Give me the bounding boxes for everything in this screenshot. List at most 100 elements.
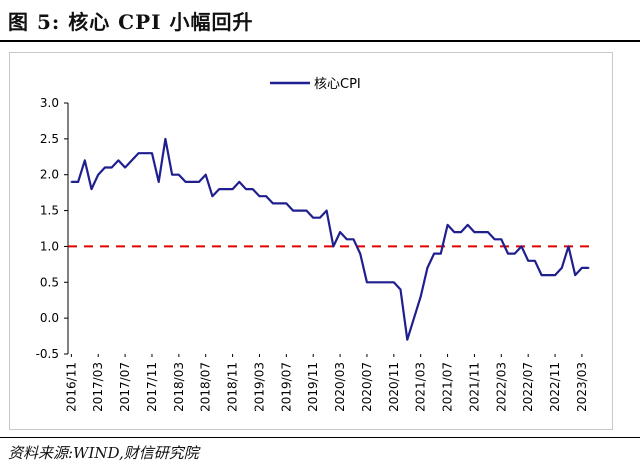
data-point bbox=[440, 252, 442, 255]
data-point bbox=[258, 195, 261, 198]
data-point bbox=[406, 338, 409, 341]
data-point bbox=[366, 281, 368, 284]
data-point bbox=[305, 209, 308, 212]
data-point bbox=[453, 231, 456, 233]
data-point bbox=[171, 173, 173, 176]
data-point bbox=[473, 231, 476, 233]
data-point bbox=[204, 173, 207, 176]
figure-title: 图 5: 核心 CPI 小幅回升 bbox=[8, 10, 254, 34]
data-point bbox=[534, 259, 536, 262]
source-rule bbox=[0, 437, 640, 438]
data-point bbox=[527, 259, 529, 262]
x-tick-label: 2023/03 bbox=[575, 362, 589, 412]
data-point bbox=[137, 152, 140, 154]
x-tick-label: 2020/11 bbox=[387, 362, 401, 412]
data-point bbox=[319, 216, 321, 219]
data-point bbox=[198, 181, 200, 183]
x-tick-label: 2021/07 bbox=[441, 362, 455, 412]
data-point bbox=[238, 181, 241, 183]
x-tick-label: 2022/11 bbox=[548, 362, 562, 412]
x-tick-label: 2022/07 bbox=[521, 362, 535, 412]
data-point bbox=[567, 245, 570, 248]
data-point bbox=[554, 274, 556, 276]
x-tick-label: 2021/11 bbox=[467, 362, 481, 412]
data-point bbox=[225, 188, 227, 190]
data-point bbox=[352, 238, 355, 241]
data-point bbox=[231, 188, 234, 190]
y-tick-label: 1.0 bbox=[40, 239, 59, 253]
data-point bbox=[399, 288, 402, 291]
data-point bbox=[359, 252, 362, 255]
data-point bbox=[426, 267, 429, 269]
data-point bbox=[211, 195, 214, 198]
data-point bbox=[191, 181, 194, 183]
data-point bbox=[560, 267, 563, 269]
data-point bbox=[77, 181, 79, 183]
data-point bbox=[513, 252, 516, 255]
data-point bbox=[110, 166, 113, 169]
y-tick-label: 0.0 bbox=[40, 311, 59, 325]
data-point bbox=[104, 166, 106, 169]
data-point bbox=[90, 188, 93, 190]
data-point bbox=[487, 231, 489, 233]
x-tick-label: 2019/03 bbox=[252, 362, 266, 412]
data-point bbox=[587, 267, 590, 269]
data-point bbox=[433, 252, 435, 255]
x-tick-label: 2018/03 bbox=[172, 362, 186, 412]
data-point bbox=[272, 202, 274, 205]
data-point bbox=[466, 224, 469, 226]
data-point bbox=[245, 188, 247, 190]
data-point bbox=[540, 274, 543, 276]
data-point bbox=[493, 238, 496, 241]
data-point bbox=[393, 281, 395, 284]
x-tick-label: 2020/07 bbox=[360, 362, 374, 412]
data-point bbox=[184, 181, 187, 183]
data-point bbox=[151, 152, 153, 154]
x-tick-label: 2017/03 bbox=[91, 362, 105, 412]
data-point bbox=[372, 281, 375, 284]
data-point bbox=[413, 317, 415, 319]
y-tick-label: 3.0 bbox=[40, 96, 59, 110]
x-tick-label: 2018/11 bbox=[226, 362, 240, 412]
data-point bbox=[83, 159, 86, 162]
data-point bbox=[574, 274, 577, 276]
x-tick-label: 2018/07 bbox=[199, 362, 213, 412]
data-point bbox=[419, 295, 422, 298]
data-point bbox=[218, 188, 220, 190]
y-tick-label: 2.0 bbox=[40, 168, 59, 182]
y-tick-label: -0.5 bbox=[36, 347, 59, 361]
data-point bbox=[117, 159, 120, 162]
data-point bbox=[581, 267, 583, 269]
x-tick-label: 2016/11 bbox=[64, 362, 78, 412]
x-tick-label: 2017/07 bbox=[118, 362, 132, 412]
data-point bbox=[124, 166, 126, 169]
chart-frame bbox=[9, 52, 613, 430]
data-point bbox=[325, 209, 328, 212]
data-point bbox=[332, 245, 335, 248]
y-tick-label: 0.5 bbox=[40, 275, 59, 289]
data-point bbox=[345, 238, 348, 241]
data-point bbox=[520, 245, 523, 248]
data-point bbox=[507, 252, 509, 255]
data-point bbox=[164, 138, 167, 140]
data-point bbox=[70, 181, 73, 183]
x-tick-label: 2022/03 bbox=[494, 362, 508, 412]
data-point bbox=[339, 231, 341, 233]
x-tick-label: 2019/11 bbox=[306, 362, 320, 412]
data-point bbox=[386, 281, 388, 284]
data-point bbox=[278, 202, 281, 205]
source-note: 资料来源:WIND,财信研究院 bbox=[8, 444, 199, 462]
data-point bbox=[157, 181, 160, 183]
data-point bbox=[500, 238, 503, 241]
legend-label: 核心CPI bbox=[314, 77, 361, 92]
data-point bbox=[460, 231, 462, 233]
data-point bbox=[251, 188, 254, 190]
data-point bbox=[144, 152, 147, 154]
data-point bbox=[298, 209, 301, 212]
x-tick-label: 2020/03 bbox=[333, 362, 347, 412]
data-point bbox=[292, 209, 294, 212]
data-point bbox=[265, 195, 267, 198]
data-point bbox=[131, 159, 133, 162]
data-point bbox=[446, 224, 449, 226]
